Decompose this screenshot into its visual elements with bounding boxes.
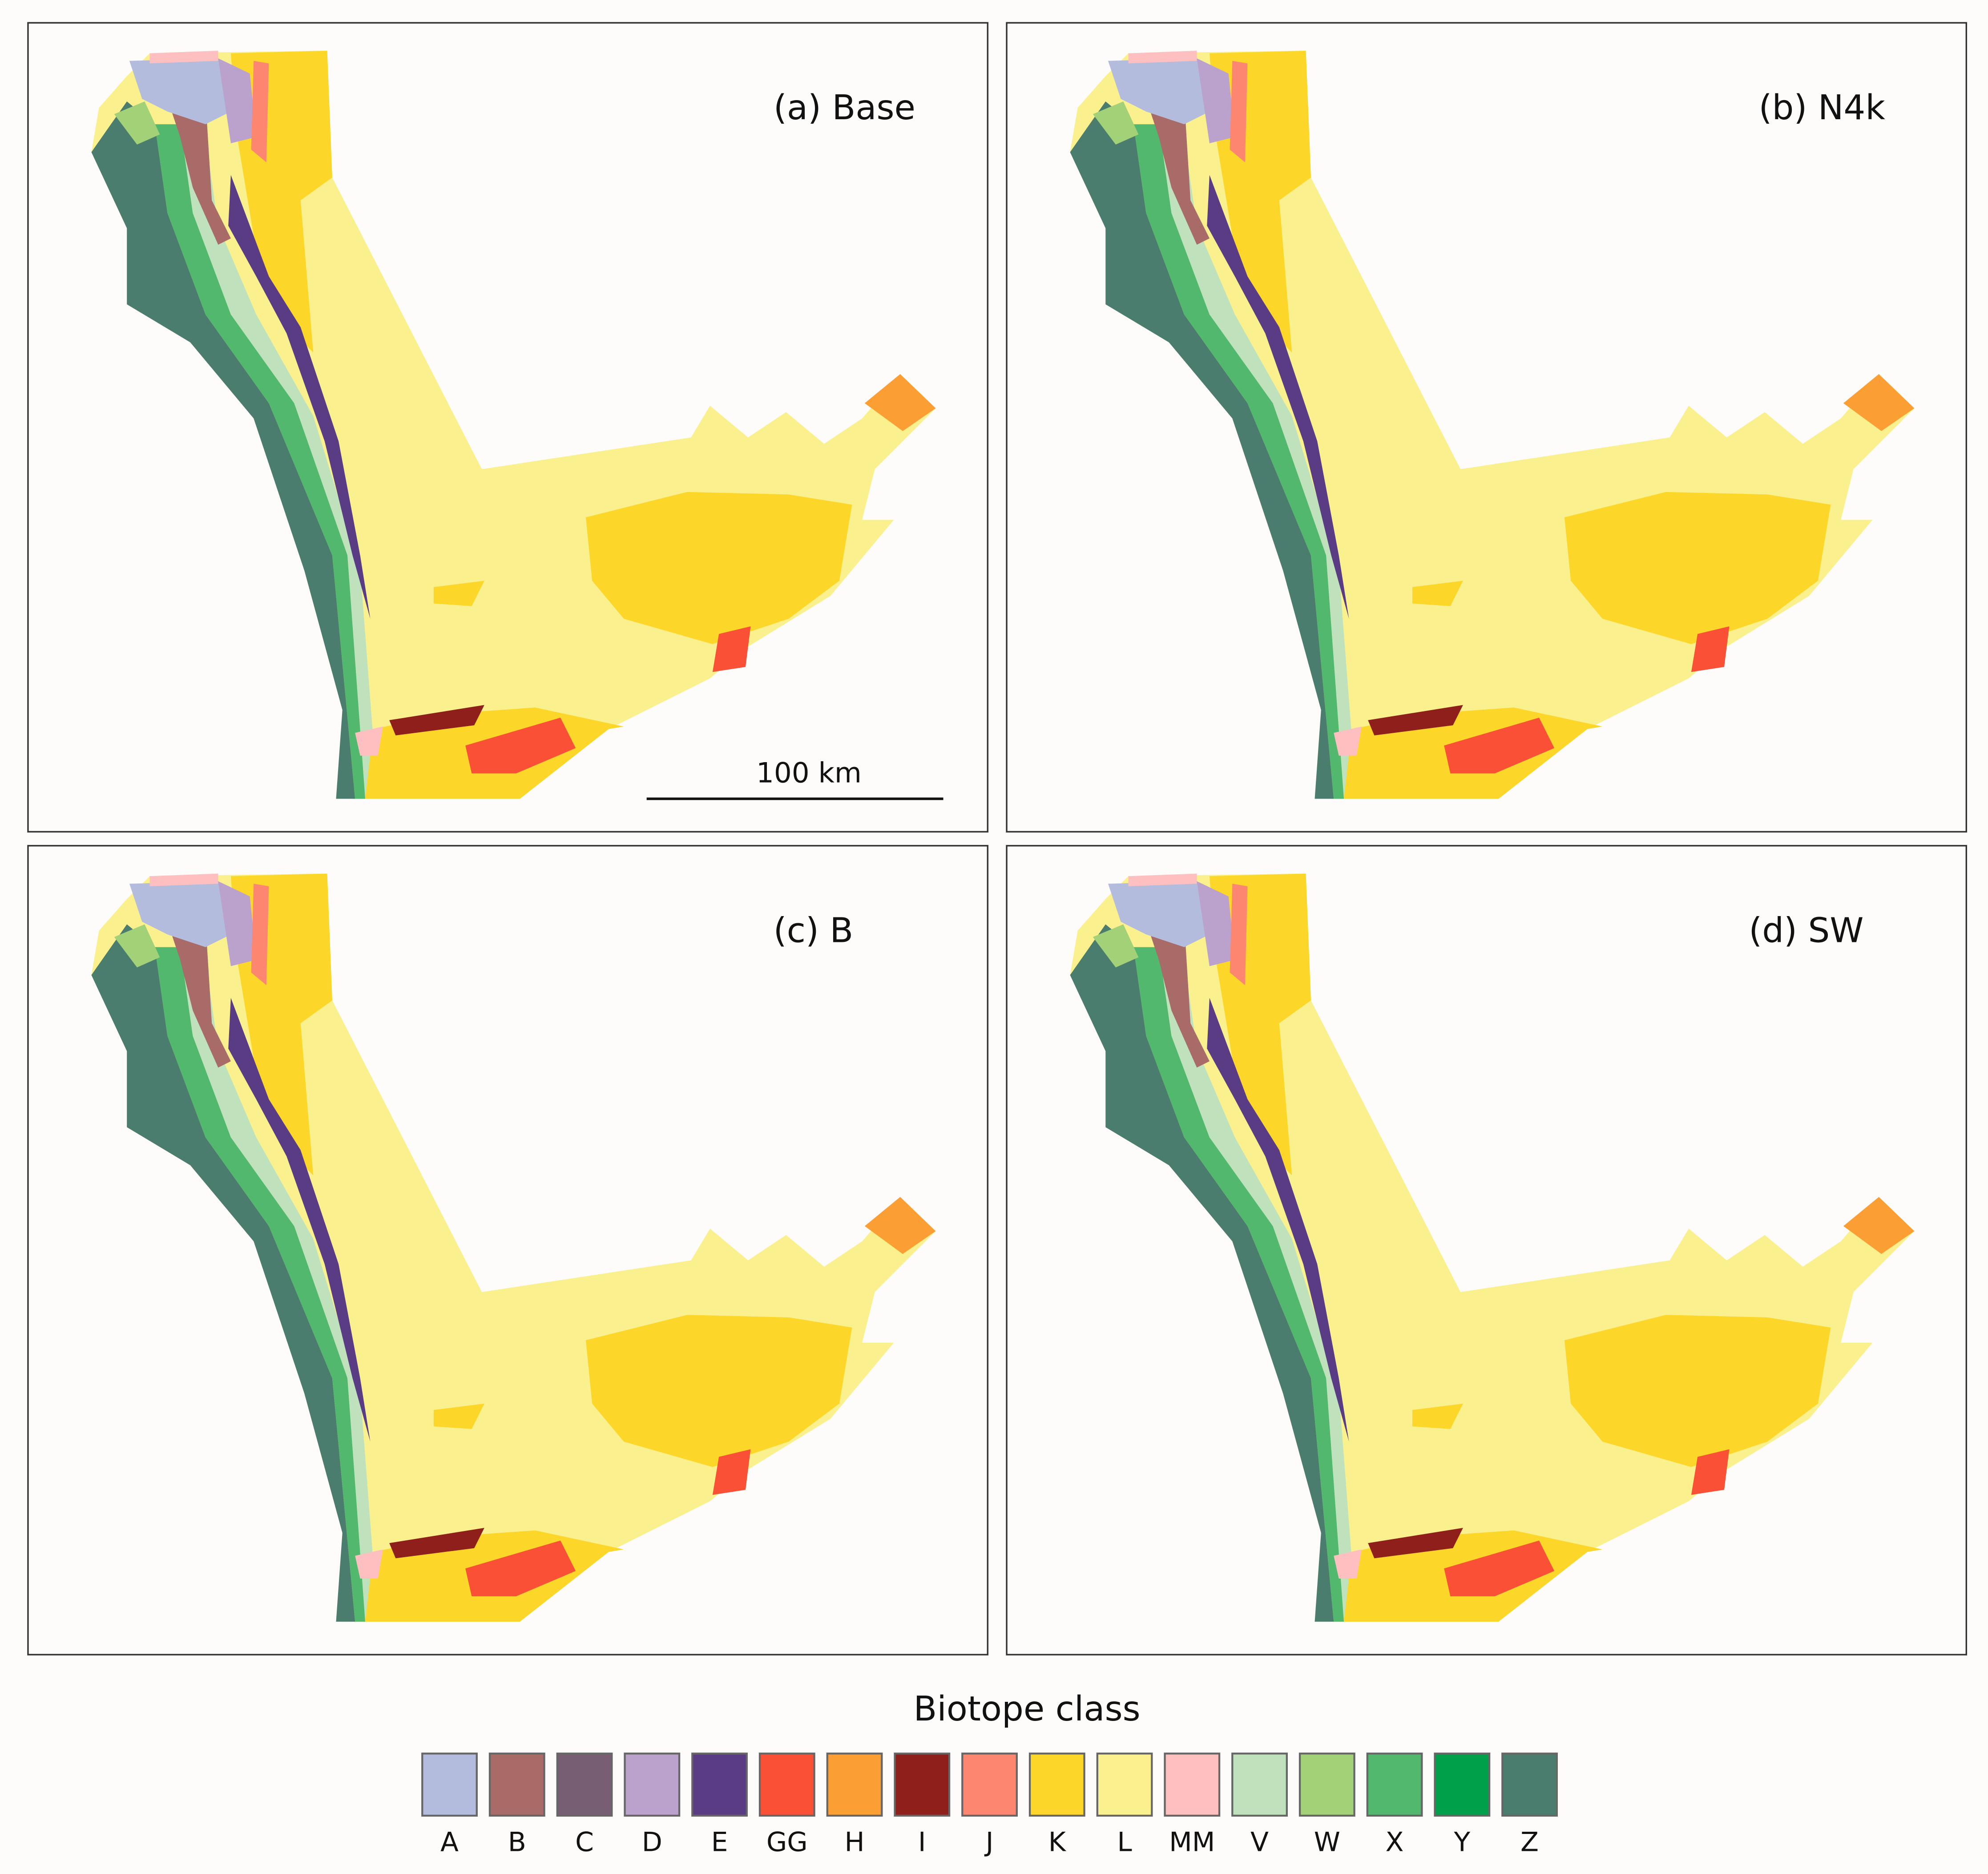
legend-label: J <box>984 1827 994 1858</box>
map-panel: (a) Base 100 km <box>27 22 988 833</box>
legend-label: L <box>1117 1827 1132 1858</box>
legend-label: E <box>711 1827 728 1858</box>
legend-swatch <box>1501 1753 1558 1817</box>
legend-swatch <box>1028 1753 1085 1817</box>
panel-label: (d) SW <box>1749 911 1863 950</box>
legend-swatch <box>826 1753 883 1817</box>
legend-label: K <box>1048 1827 1067 1858</box>
legend-label: C <box>575 1827 594 1858</box>
legend-label: GG <box>766 1827 808 1858</box>
map-panel: (d) SW <box>1006 845 1968 1656</box>
legend-swatch <box>421 1753 478 1817</box>
legend-label: A <box>440 1827 459 1858</box>
legend-title: Biotope class <box>914 1689 1141 1729</box>
legend-label: H <box>845 1827 865 1858</box>
legend-label: I <box>918 1827 926 1858</box>
panel-label: (c) B <box>774 911 854 950</box>
legend-label: Z <box>1520 1827 1539 1858</box>
legend-swatch <box>1231 1753 1288 1817</box>
legend-swatch <box>758 1753 815 1817</box>
legend-swatch <box>624 1753 681 1817</box>
legend-label: Y <box>1454 1827 1471 1858</box>
legend-swatch <box>1298 1753 1355 1817</box>
legend-swatch <box>1164 1753 1221 1817</box>
legend-label: D <box>642 1827 662 1858</box>
legend-swatch <box>894 1753 951 1817</box>
legend-swatch <box>1366 1753 1423 1817</box>
legend-swatch <box>961 1753 1018 1817</box>
legend-swatch <box>691 1753 748 1817</box>
legend-swatch <box>488 1753 545 1817</box>
legend-swatch <box>1434 1753 1491 1817</box>
legend-label: B <box>508 1827 526 1858</box>
legend-label: V <box>1250 1827 1269 1858</box>
map-panel: (b) N4k <box>1006 22 1968 833</box>
panel-label: (a) Base <box>774 88 915 128</box>
map-panel: (c) B <box>27 845 988 1656</box>
panel-label: (b) N4k <box>1759 88 1886 128</box>
scale-bar-label: 100 km <box>756 756 862 789</box>
legend-label: X <box>1386 1827 1404 1858</box>
legend-swatch <box>1096 1753 1153 1817</box>
legend-swatch <box>556 1753 613 1817</box>
legend-label: MM <box>1169 1827 1215 1858</box>
legend-label: W <box>1314 1827 1340 1858</box>
